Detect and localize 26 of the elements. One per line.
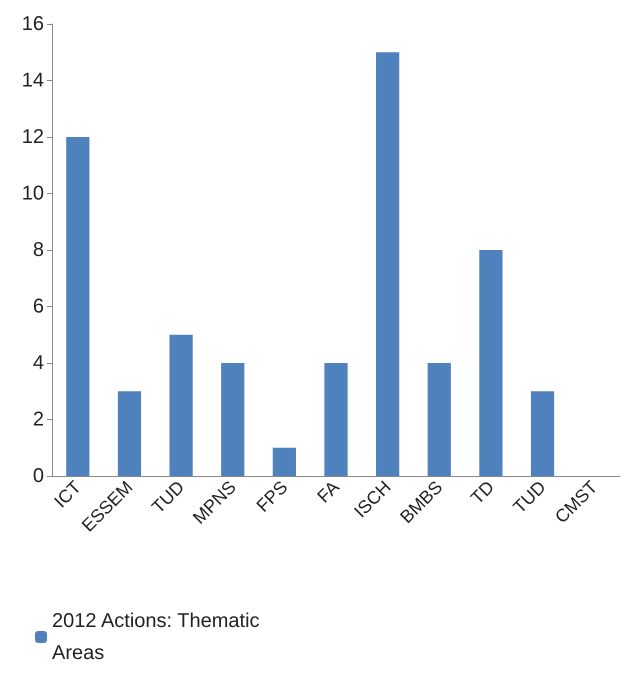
x-tick-label: TD	[466, 476, 498, 508]
bar	[118, 391, 142, 476]
bar	[428, 363, 451, 476]
x-tick-label: TUD	[509, 476, 550, 518]
y-tick-label: 6	[32, 296, 44, 318]
y-tick-label: 12	[22, 126, 44, 148]
bar	[530, 391, 554, 476]
bar	[479, 250, 503, 476]
x-tick-label: FA	[313, 476, 344, 507]
bar	[169, 334, 193, 476]
bar	[272, 448, 296, 476]
y-tick-label: 14	[22, 70, 44, 92]
legend-label: 2012 Actions: Thematic Areas	[52, 610, 266, 664]
y-tick-label: 0	[32, 465, 44, 487]
y-tick-label: 10	[22, 182, 44, 204]
y-tick-label: 4	[32, 352, 44, 374]
y-tick-label: 16	[22, 13, 44, 35]
x-tick-label: ICT	[50, 476, 85, 512]
bar	[221, 363, 244, 476]
x-tick-label: TUD	[148, 476, 188, 518]
y-tick-label: 8	[32, 239, 44, 261]
bar	[376, 52, 400, 476]
bar	[324, 363, 348, 476]
x-tick-label: FPS	[252, 476, 292, 516]
bar	[66, 137, 90, 476]
y-tick-label: 2	[32, 408, 44, 430]
